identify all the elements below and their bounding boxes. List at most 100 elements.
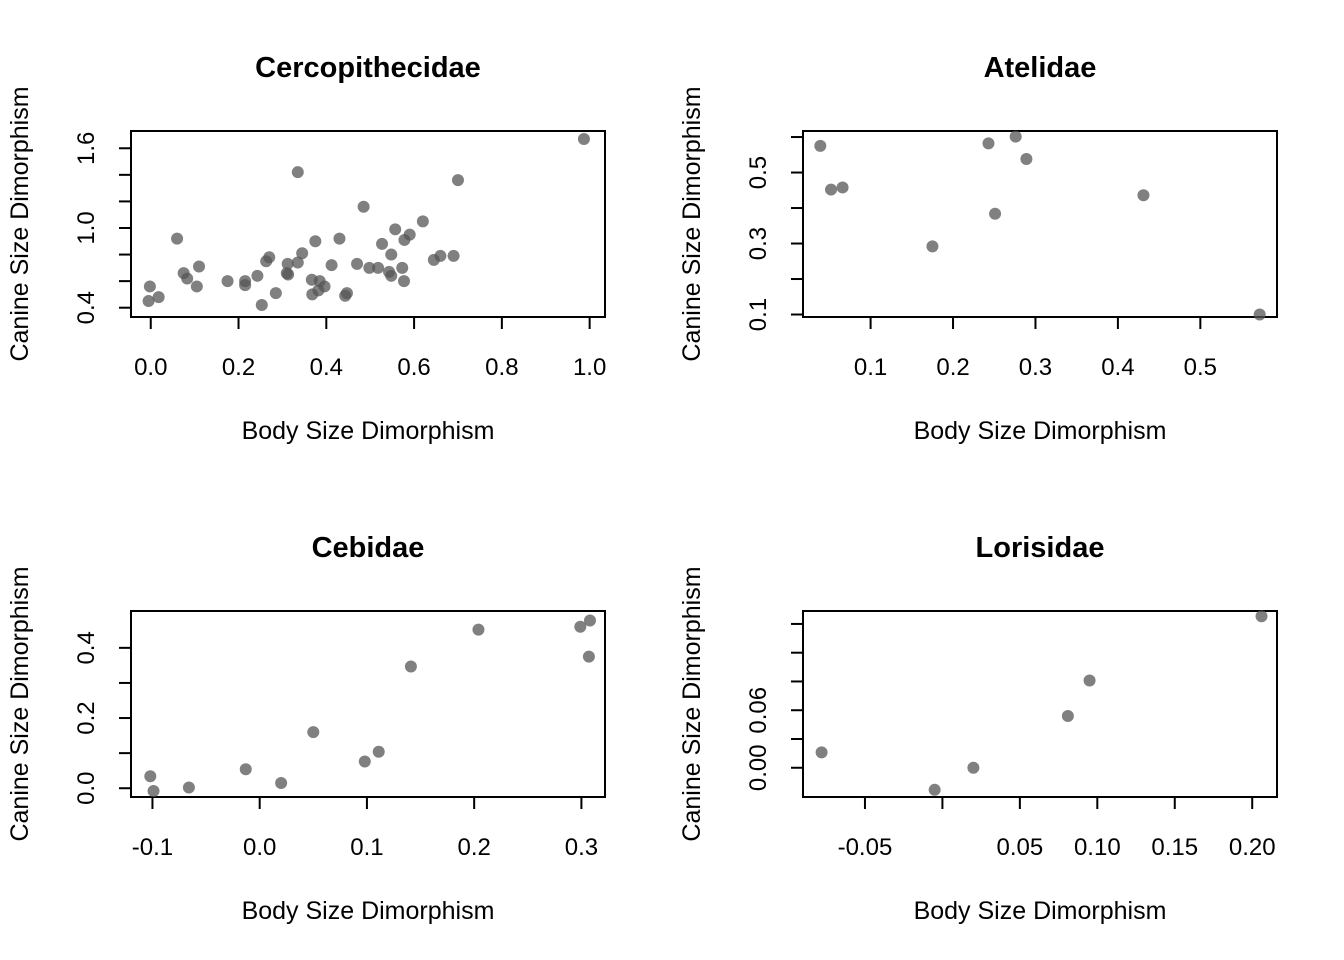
data-point xyxy=(385,269,398,282)
data-point xyxy=(451,174,464,187)
data-point xyxy=(1255,610,1268,623)
y-tick-label: 0.1 xyxy=(745,298,772,331)
data-point xyxy=(357,200,370,213)
data-point xyxy=(351,257,364,270)
chart-panel-0: Cercopithecidae 0.0 0.2 0.4 0.6 0.8 1.0 0.4 1.0 1… xyxy=(6,52,606,445)
data-point xyxy=(143,280,156,293)
data-point xyxy=(583,614,596,627)
data-point xyxy=(282,268,295,281)
x-tick-label: 0.1 xyxy=(854,354,887,381)
y-axis-label: Canine Size Dimorphism xyxy=(678,566,706,841)
y-axis-label: Canine Size Dimorphism xyxy=(6,86,34,361)
chart-title: Atelidae xyxy=(984,52,1097,84)
data-point xyxy=(291,256,304,269)
data-point xyxy=(928,783,941,796)
y-tick-label: 0.00 xyxy=(745,744,772,791)
data-point xyxy=(389,223,402,236)
data-point xyxy=(239,279,252,292)
y-tick-label: 1.0 xyxy=(73,211,100,244)
x-tick-label: 0.2 xyxy=(457,834,490,861)
data-point xyxy=(275,776,288,789)
y-tick-label: 0.3 xyxy=(745,227,772,260)
x-axis-label: Body Size Dimorphism xyxy=(914,897,1167,925)
data-point xyxy=(385,248,398,261)
y-tick-label: 1.6 xyxy=(73,132,100,165)
x-tick-label: 0.0 xyxy=(134,354,167,381)
data-point xyxy=(1020,153,1033,166)
data-point xyxy=(325,259,338,272)
data-point xyxy=(815,746,828,759)
x-tick-label: 0.3 xyxy=(1019,354,1052,381)
x-axis-label: Body Size Dimorphism xyxy=(242,417,495,445)
data-point xyxy=(416,215,429,228)
x-axis-label: Body Size Dimorphism xyxy=(242,897,495,925)
data-point xyxy=(1061,709,1074,722)
data-point xyxy=(577,132,590,145)
y-tick-label: 0.0 xyxy=(73,772,100,805)
data-point xyxy=(1009,130,1022,143)
data-point xyxy=(472,623,485,636)
data-point xyxy=(296,247,309,260)
data-point xyxy=(404,660,417,673)
x-tick-label: 0.5 xyxy=(1184,354,1217,381)
x-tick-label: 0.3 xyxy=(565,834,598,861)
data-point xyxy=(376,237,389,250)
y-tick-label: 0.2 xyxy=(73,701,100,734)
x-tick-label: 0.20 xyxy=(1229,834,1276,861)
x-tick-label: 0.0 xyxy=(243,834,276,861)
data-point xyxy=(152,291,165,304)
x-tick-label: 1.0 xyxy=(573,354,606,381)
data-point xyxy=(372,261,385,274)
data-point xyxy=(181,272,194,285)
data-point xyxy=(372,745,385,758)
y-tick-label: 0.4 xyxy=(73,631,100,664)
chart-title: Cercopithecidae xyxy=(255,52,481,84)
x-tick-label: 0.15 xyxy=(1151,834,1198,861)
data-point xyxy=(427,253,440,266)
data-point xyxy=(989,207,1002,220)
data-point xyxy=(926,240,939,253)
data-point xyxy=(269,287,282,300)
plot-frame xyxy=(130,610,606,798)
y-tick-label: 0.06 xyxy=(745,687,772,734)
data-point xyxy=(363,261,376,274)
data-point xyxy=(398,233,411,246)
y-tick-label: 0.4 xyxy=(73,291,100,324)
y-tick-label: 0.5 xyxy=(745,156,772,189)
data-point xyxy=(447,249,460,262)
data-point xyxy=(825,183,838,196)
data-point xyxy=(836,181,849,194)
data-point xyxy=(193,260,206,273)
x-tick-label: 0.8 xyxy=(485,354,518,381)
data-point xyxy=(291,166,304,179)
data-point xyxy=(190,280,203,293)
data-point xyxy=(239,763,252,776)
chart-panel-2: Cebidae -0.1 0.0 0.1 0.2 0.3 0.0 0.2 0.4 Body Siz… xyxy=(6,532,606,925)
data-point xyxy=(1137,189,1150,202)
x-axis-label: Body Size Dimorphism xyxy=(914,417,1167,445)
data-point xyxy=(397,275,410,288)
data-point xyxy=(814,139,827,152)
plot-frame xyxy=(802,610,1278,798)
plot-frame xyxy=(802,130,1278,318)
chart-title: Lorisidae xyxy=(976,532,1105,564)
x-tick-label: 0.1 xyxy=(350,834,383,861)
data-point xyxy=(221,275,234,288)
x-tick-label: 0.2 xyxy=(936,354,969,381)
chart-title: Cebidae xyxy=(312,532,425,564)
data-point xyxy=(255,299,268,312)
x-tick-label: -0.05 xyxy=(838,834,893,861)
data-point xyxy=(396,261,409,274)
x-tick-label: 0.4 xyxy=(310,354,343,381)
data-point xyxy=(1083,674,1096,687)
x-tick-label: 0.2 xyxy=(222,354,255,381)
data-point xyxy=(251,269,264,282)
data-point xyxy=(358,755,371,768)
data-point xyxy=(281,257,294,270)
data-point xyxy=(1253,308,1266,321)
y-axis-label: Canine Size Dimorphism xyxy=(678,86,706,361)
x-tick-label: 0.4 xyxy=(1101,354,1134,381)
data-point xyxy=(309,235,322,248)
data-point xyxy=(182,781,195,794)
